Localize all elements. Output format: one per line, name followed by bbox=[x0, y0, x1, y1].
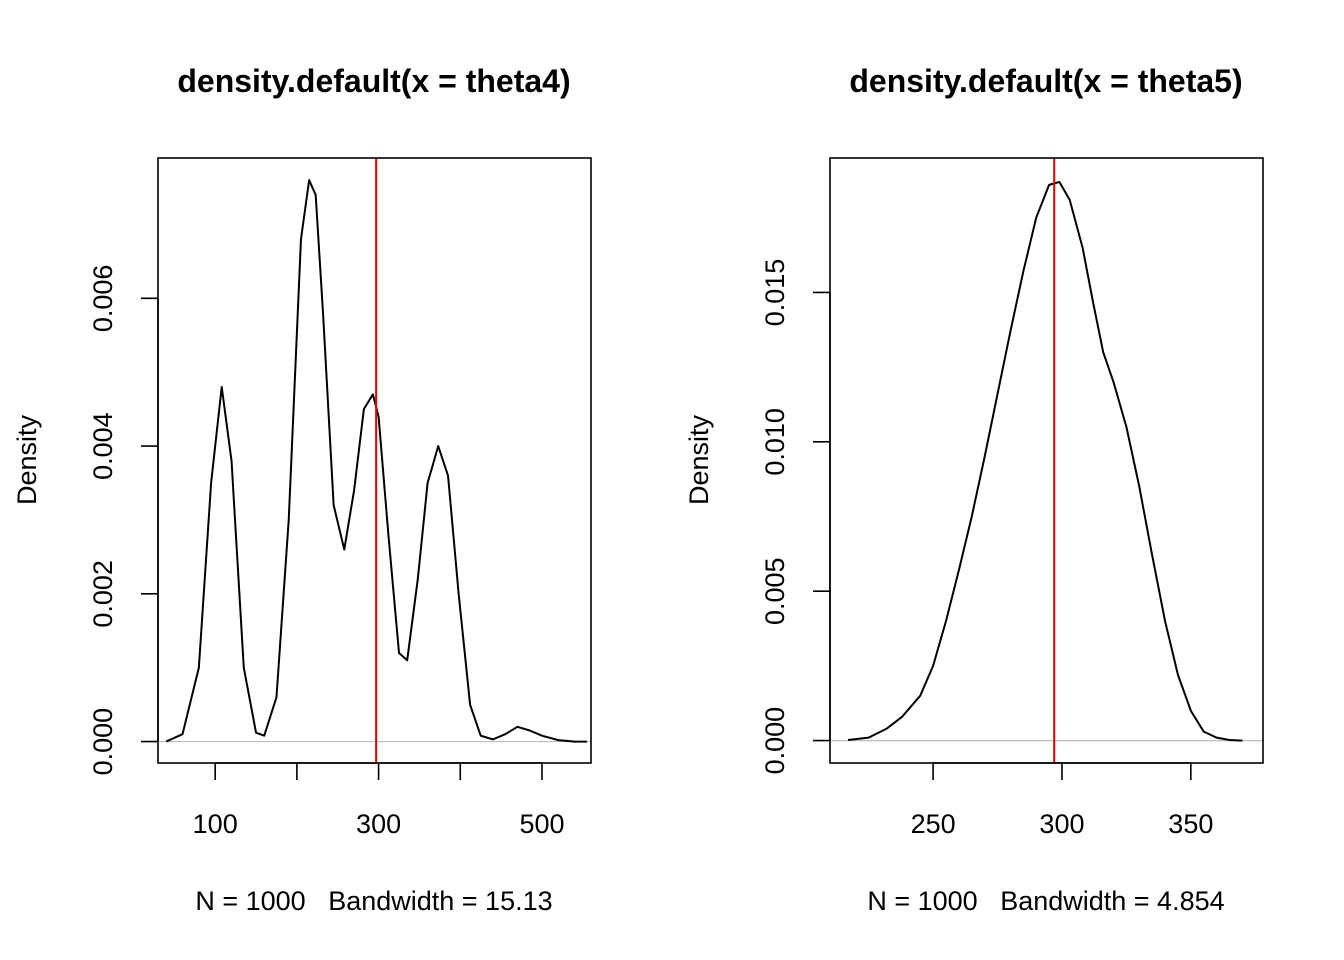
y-axis-label: Density bbox=[12, 414, 42, 505]
x-tick-label: 300 bbox=[1039, 809, 1084, 839]
x-tick-label: 500 bbox=[519, 809, 564, 839]
y-tick-label: 0.006 bbox=[88, 265, 118, 333]
y-tick-label: 0.000 bbox=[760, 707, 790, 775]
y-tick-label: 0.002 bbox=[88, 560, 118, 628]
y-axis-label: Density bbox=[684, 414, 714, 505]
x-tick-label: 250 bbox=[911, 809, 956, 839]
plot-frame bbox=[829, 157, 1264, 764]
density-curve bbox=[847, 180, 1243, 742]
density-panel-theta4: density.default(x = theta4) 100 300 500 0.00… bbox=[12, 63, 592, 916]
plot-frame bbox=[157, 157, 592, 764]
y-tick-label: 0.004 bbox=[88, 412, 118, 480]
chart-title: density.default(x = theta5) bbox=[849, 63, 1242, 99]
x-tick-label: 350 bbox=[1168, 809, 1213, 839]
x-tick-label: 300 bbox=[356, 809, 401, 839]
density-panel-theta5: density.default(x = theta5) 250 300 350 0.00… bbox=[684, 63, 1264, 916]
y-tick-label: 0.005 bbox=[760, 557, 790, 625]
y-tick-label: 0.000 bbox=[88, 708, 118, 776]
x-tick-label: 100 bbox=[193, 809, 238, 839]
y-tick-label: 0.010 bbox=[760, 408, 790, 476]
density-curve bbox=[165, 179, 587, 743]
x-axis-label: N = 1000 Bandwidth = 4.854 bbox=[867, 886, 1224, 916]
chart-title: density.default(x = theta4) bbox=[177, 63, 570, 99]
y-tick-label: 0.015 bbox=[760, 259, 790, 327]
x-axis-label: N = 1000 Bandwidth = 15.13 bbox=[195, 886, 552, 916]
